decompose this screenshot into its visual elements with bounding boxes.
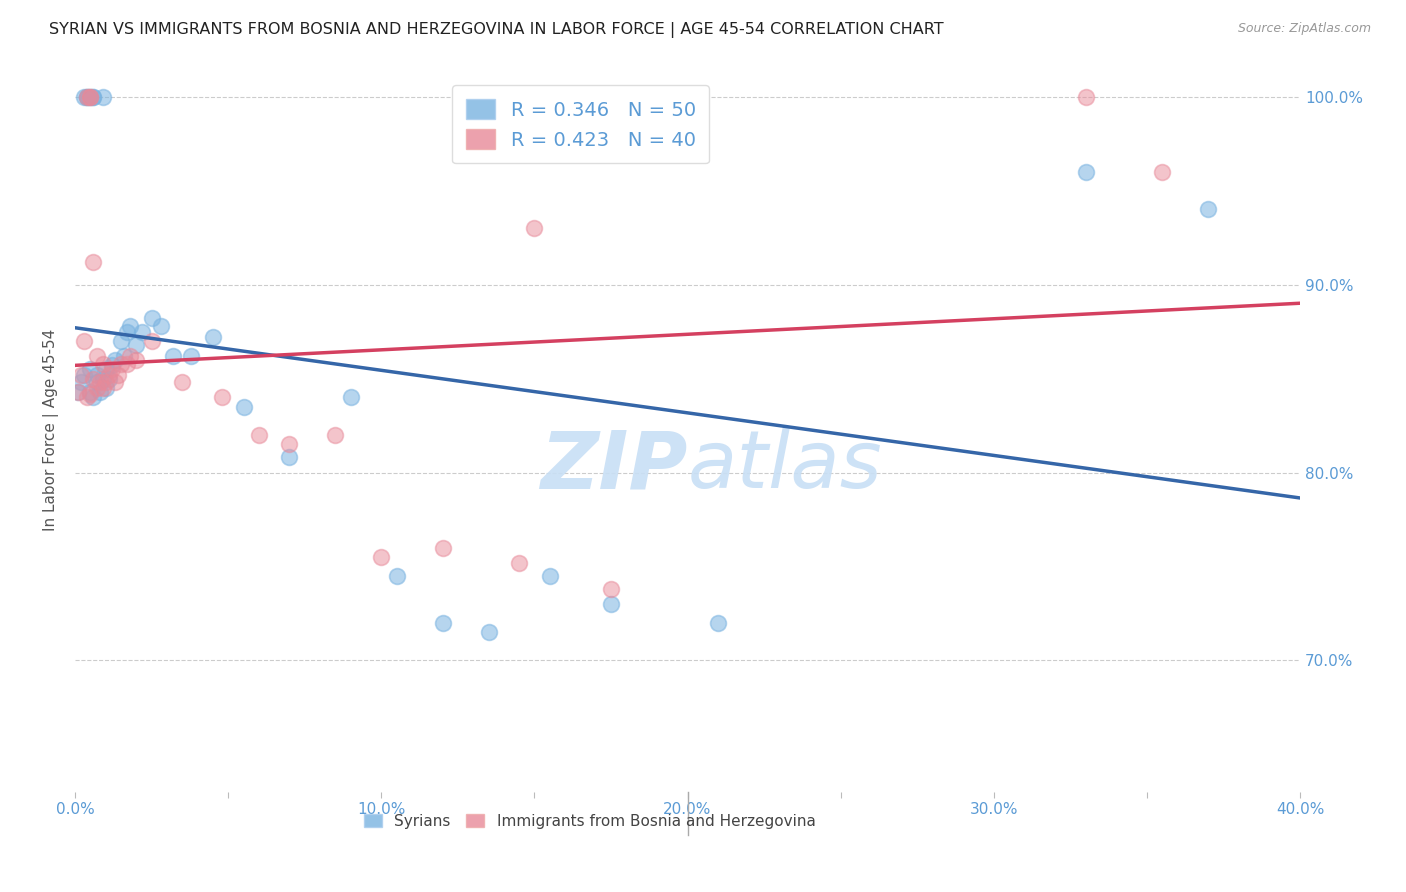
Point bbox=[432, 615, 454, 630]
Point bbox=[141, 311, 163, 326]
Point bbox=[76, 89, 98, 103]
Point bbox=[79, 386, 101, 401]
Point bbox=[73, 368, 96, 382]
Point bbox=[278, 450, 301, 465]
Point bbox=[600, 582, 623, 596]
Point bbox=[1074, 165, 1097, 179]
Point bbox=[339, 390, 361, 404]
Point bbox=[73, 334, 96, 348]
Point bbox=[101, 359, 124, 373]
Point bbox=[91, 381, 114, 395]
Point bbox=[477, 625, 499, 640]
Point bbox=[70, 368, 93, 382]
Point bbox=[112, 349, 135, 363]
Point bbox=[110, 334, 132, 348]
Point bbox=[73, 89, 96, 103]
Point bbox=[1197, 202, 1219, 217]
Point bbox=[115, 357, 138, 371]
Point bbox=[82, 390, 104, 404]
Point bbox=[76, 89, 98, 103]
Point bbox=[76, 89, 98, 103]
Point bbox=[600, 597, 623, 611]
Y-axis label: In Labor Force | Age 45-54: In Labor Force | Age 45-54 bbox=[44, 329, 59, 532]
Point bbox=[232, 400, 254, 414]
Point bbox=[94, 362, 117, 376]
Point bbox=[707, 615, 730, 630]
Point bbox=[538, 569, 561, 583]
Point bbox=[107, 368, 129, 382]
Point bbox=[325, 428, 347, 442]
Point bbox=[131, 325, 153, 339]
Point bbox=[97, 371, 120, 385]
Point bbox=[104, 376, 127, 390]
Point bbox=[79, 89, 101, 103]
Point bbox=[79, 89, 101, 103]
Point bbox=[1074, 89, 1097, 103]
Point bbox=[278, 437, 301, 451]
Point bbox=[247, 428, 270, 442]
Point bbox=[211, 390, 233, 404]
Point bbox=[82, 255, 104, 269]
Point bbox=[91, 357, 114, 371]
Point bbox=[79, 362, 101, 376]
Text: Source: ZipAtlas.com: Source: ZipAtlas.com bbox=[1237, 22, 1371, 36]
Point bbox=[162, 349, 184, 363]
Text: SYRIAN VS IMMIGRANTS FROM BOSNIA AND HERZEGOVINA IN LABOR FORCE | AGE 45-54 CORR: SYRIAN VS IMMIGRANTS FROM BOSNIA AND HER… bbox=[49, 22, 943, 38]
Point bbox=[82, 89, 104, 103]
Point bbox=[76, 390, 98, 404]
Point bbox=[432, 541, 454, 555]
Point bbox=[91, 89, 114, 103]
Point bbox=[86, 381, 108, 395]
Point bbox=[86, 349, 108, 363]
Point bbox=[94, 381, 117, 395]
Point bbox=[180, 349, 202, 363]
Point bbox=[172, 376, 194, 390]
Point bbox=[149, 318, 172, 333]
Point bbox=[86, 376, 108, 390]
Point bbox=[79, 384, 101, 399]
Point bbox=[508, 556, 530, 570]
Point bbox=[370, 550, 392, 565]
Point bbox=[201, 330, 224, 344]
Point bbox=[523, 221, 546, 235]
Text: atlas: atlas bbox=[688, 427, 883, 506]
Point bbox=[125, 337, 148, 351]
Point bbox=[120, 349, 142, 363]
Point bbox=[110, 357, 132, 371]
Point bbox=[385, 569, 408, 583]
Point bbox=[70, 376, 93, 390]
Point bbox=[82, 89, 104, 103]
Text: ZIP: ZIP bbox=[540, 427, 688, 506]
Point bbox=[67, 384, 90, 399]
Point bbox=[79, 89, 101, 103]
Legend: Syrians, Immigrants from Bosnia and Herzegovina: Syrians, Immigrants from Bosnia and Herz… bbox=[357, 807, 821, 835]
Point bbox=[91, 371, 114, 385]
Point bbox=[97, 368, 120, 382]
Point bbox=[101, 362, 124, 376]
Point bbox=[125, 352, 148, 367]
Point bbox=[89, 384, 111, 399]
Point bbox=[67, 384, 90, 399]
Point bbox=[115, 325, 138, 339]
Point bbox=[89, 376, 111, 390]
Point bbox=[1152, 165, 1174, 179]
Point bbox=[141, 334, 163, 348]
Point bbox=[104, 352, 127, 367]
Point bbox=[86, 368, 108, 382]
Point bbox=[120, 318, 142, 333]
Point bbox=[82, 371, 104, 385]
Point bbox=[94, 376, 117, 390]
